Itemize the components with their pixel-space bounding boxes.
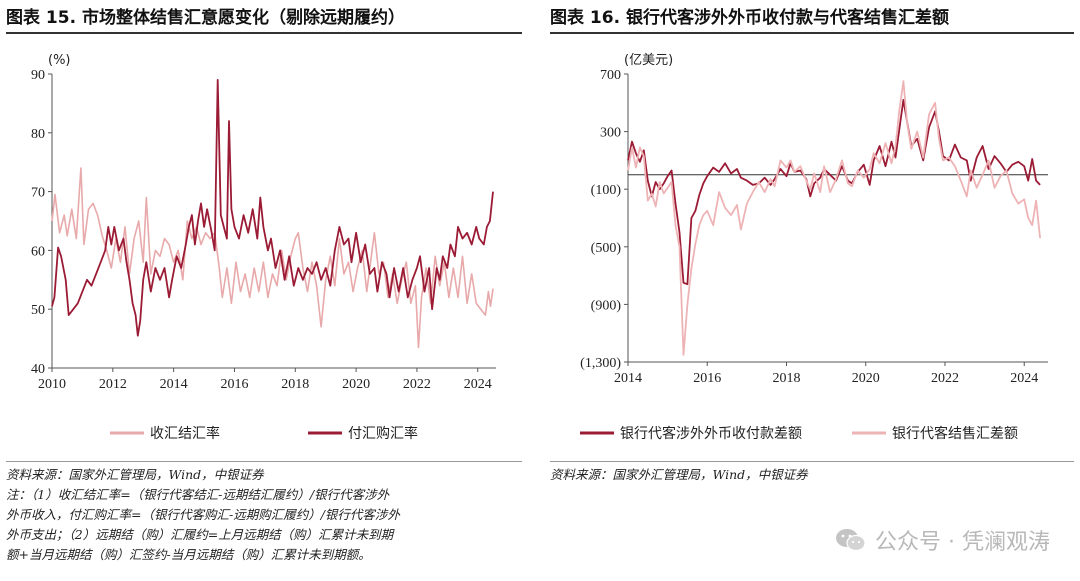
left-source-note: 资料来源：国家外汇管理局，Wind，中银证券 — [6, 467, 264, 482]
right-notes: 资料来源：国家外汇管理局，Wind，中银证券 — [550, 461, 1074, 485]
right-source-note: 资料来源：国家外汇管理局，Wind，中银证券 — [550, 467, 808, 482]
left-note-line-3: 外币支出；（2）远期结（购）汇履约=上月远期结（购）汇累计未到期 — [6, 527, 394, 542]
left-series-line-1 — [51, 167, 494, 349]
right-chart: (亿美元) (1,300) (900) (500) (100) 300 700 2014 201… — [580, 53, 1048, 442]
left-legend-label-1: 收汇结汇率 — [150, 425, 220, 442]
right-x-tick-label: 2022 — [931, 371, 959, 386]
left-x-tick-label: 2016 — [220, 377, 248, 392]
left-note-line-4: 额+当月远期结（购）汇签约-当月远期结（购）汇累计未到期额。 — [6, 547, 371, 562]
right-series-line-2 — [627, 80, 1041, 356]
left-notes: 资料来源：国家外汇管理局，Wind，中银证券 注：（1）收汇结汇率=（银行代客结… — [6, 461, 522, 565]
right-x-tick-label: 2014 — [614, 371, 642, 386]
left-y-tick-label: 70 — [31, 186, 45, 201]
right-panel: 图表 16. 银行代客涉外外币收付款与代客结售汇差额 (亿美元) (1,300)(… — [544, 0, 1080, 581]
left-x-tick-label: 2022 — [403, 377, 431, 392]
left-chart: (%) 40 50 60 70 80 90 2010 2012 2014 2016 2018 2020 2… — [31, 53, 496, 442]
right-y-tick-label: 300 — [600, 126, 621, 141]
right-y-tick-label: (900) — [591, 298, 622, 313]
left-y-unit: (%) — [48, 53, 71, 68]
left-y-tick-label: 50 — [31, 303, 45, 318]
left-y-tick-label: 40 — [31, 362, 45, 377]
watermark: 公众号 · 凭澜观涛 — [835, 520, 1050, 560]
left-y-tick-label: 80 — [31, 127, 45, 142]
left-x-tick-label: 2020 — [342, 377, 370, 392]
left-x-tick-label: 2024 — [464, 377, 492, 392]
right-y-unit: (亿美元) — [624, 53, 673, 68]
left-x-tick-label: 2012 — [99, 377, 127, 392]
right-y-tick-label: (1,300) — [580, 356, 621, 371]
left-chart-title: 图表 15. 市场整体结售汇意愿变化（剔除远期履约） — [6, 4, 522, 34]
right-legend-label-1: 银行代客涉外外币收付款差额 — [620, 425, 802, 442]
watermark-text: 公众号 · 凭澜观涛 — [875, 530, 1050, 555]
left-x-tick-label: 2018 — [281, 377, 309, 392]
right-x-tick-label: 2024 — [1010, 371, 1038, 386]
right-x-tick-label: 2016 — [693, 371, 721, 386]
left-y-tick-label: 60 — [31, 244, 45, 259]
right-y-tick-label: (100) — [591, 183, 622, 198]
left-note-line-1: 注：（1）收汇结汇率=（银行代客结汇-远期结汇履约）/银行代客涉外 — [6, 487, 390, 502]
right-y-tick-label: (500) — [591, 241, 622, 256]
left-note-line-2: 外币收入，付汇购汇率=（银行代客购汇-远期购汇履约）/银行代客涉外 — [6, 507, 400, 522]
left-series-line-2 — [51, 79, 494, 337]
left-y-tick-label: 90 — [31, 68, 45, 83]
right-x-tick-label: 2020 — [852, 371, 880, 386]
left-legend-label-2: 付汇购汇率 — [348, 425, 418, 442]
left-panel: 图表 15. 市场整体结售汇意愿变化（剔除远期履约） (%) 40 50 60 70 80… — [0, 0, 528, 581]
left-x-tick-label: 2010 — [38, 377, 66, 392]
left-x-tick-label: 2014 — [160, 377, 188, 392]
right-x-tick-label: 2018 — [772, 371, 800, 386]
right-y-tick-label: 700 — [600, 68, 621, 83]
wechat-icon — [836, 529, 866, 552]
right-legend-label-2: 银行代客结售汇差额 — [892, 425, 1018, 442]
right-chart-title: 图表 16. 银行代客涉外外币收付款与代客结售汇差额 — [550, 4, 1074, 34]
right-series-line-1 — [627, 99, 1041, 286]
